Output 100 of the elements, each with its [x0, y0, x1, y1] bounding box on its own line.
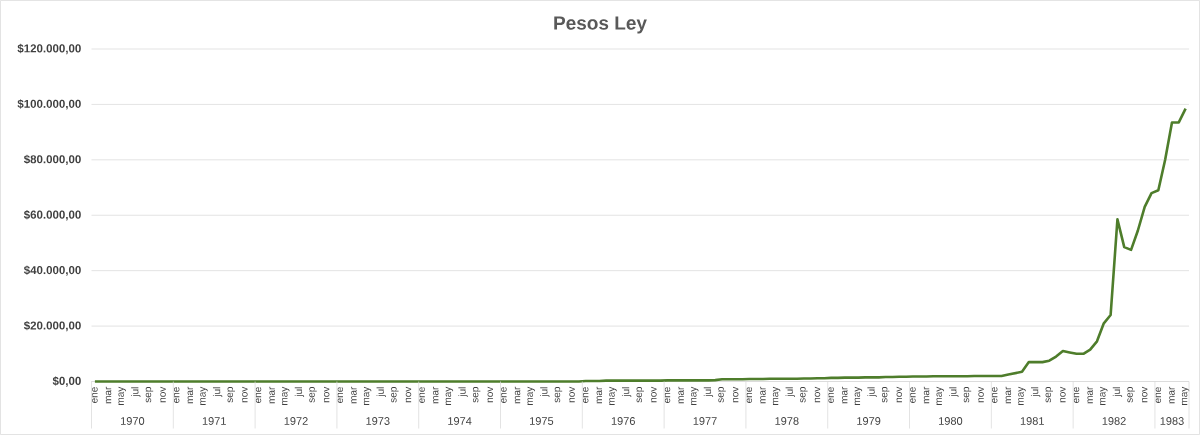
text: 1974	[448, 417, 472, 425]
text: 1973	[366, 417, 390, 425]
x-tick-label: jul	[131, 387, 141, 397]
x-tick-label: sep	[472, 387, 481, 403]
x-tick-label: jul	[294, 387, 305, 397]
y-tick-label: $80.000,00	[23, 154, 81, 165]
x-tick-label: ene	[664, 387, 671, 403]
y-tick-label: $100.000,00	[17, 99, 81, 110]
x-tick-label: may	[854, 386, 863, 405]
x-tick-label: jul	[540, 387, 550, 397]
y-tick-label: $0,00	[52, 376, 81, 387]
x-tick-label: mar	[269, 386, 275, 404]
x-tick-label: sep	[881, 387, 890, 403]
text: 1977	[693, 417, 717, 425]
x-tick-label: mar	[187, 386, 194, 404]
x-tick-label: nov	[405, 386, 412, 403]
x-tick-label: ene	[746, 387, 753, 403]
x-tick-label: mar	[1087, 386, 1093, 404]
x-tick-label: may	[609, 386, 617, 405]
x-tick-label: nov	[160, 386, 166, 403]
x-tick-label: mar	[596, 386, 603, 404]
x-tick-label: nov	[569, 386, 575, 403]
x-tick-label: may	[691, 386, 699, 405]
y-tick-label: $60.000,00	[23, 210, 81, 221]
x-tick-label: nov	[323, 386, 330, 403]
x-tick-label: jul	[621, 387, 632, 397]
chart-title: Pesos Ley	[554, 16, 647, 34]
x-tick-label: jul	[212, 387, 223, 397]
x-tick-label: ene	[828, 387, 834, 403]
x-tick-label: ene	[992, 387, 998, 403]
x-tick-label: ene	[582, 387, 589, 403]
x-tick-label: may	[282, 386, 290, 405]
y-tick-label: $120.000,00	[17, 43, 81, 55]
x-tick-label: sep	[718, 387, 726, 403]
x-tick-label: ene	[173, 387, 180, 403]
x-tick-label: nov	[896, 386, 903, 403]
x-tick-label: ene	[910, 387, 916, 403]
x-tick-label: sep	[800, 387, 808, 403]
x-tick-label: mar	[760, 386, 766, 404]
x-tick-label: jul	[1030, 387, 1041, 397]
text: 1972	[284, 417, 308, 425]
x-tick-label: sep	[145, 387, 154, 403]
x-tick-label: may	[200, 386, 208, 405]
x-tick-label: mar	[678, 386, 684, 404]
text: 1981	[1020, 417, 1044, 425]
x-tick-label: mar	[351, 386, 357, 404]
y-tick-label: $40.000,00	[23, 265, 81, 276]
x-tick-label: mar	[105, 386, 112, 404]
x-tick-label: sep	[1127, 387, 1135, 403]
x-tick-label: nov	[814, 386, 821, 403]
x-tick-label: sep	[1045, 387, 1053, 403]
text: 1971	[202, 417, 226, 425]
x-tick-label: ene	[1073, 387, 1080, 403]
x-tick-label: mar	[433, 386, 439, 404]
x-tick-label: ene	[1155, 387, 1162, 403]
x-tick-label: mar	[514, 386, 521, 404]
x-tick-label: may	[118, 386, 126, 405]
text: 1978	[775, 417, 799, 425]
x-tick-label: nov	[1060, 386, 1066, 403]
x-tick-label: sep	[309, 387, 317, 403]
x-tick-label: sep	[227, 387, 235, 403]
x-tick-label: may	[936, 386, 944, 405]
x-tick-label: jul	[867, 387, 877, 397]
x-tick-label: may	[1181, 386, 1190, 405]
x-tick-label: nov	[487, 386, 494, 403]
text: 1975	[530, 417, 554, 425]
text: 1982	[1102, 417, 1126, 425]
x-tick-label: jul	[458, 387, 468, 397]
x-tick-label: jul	[703, 387, 714, 397]
x-tick-label: mar	[1169, 386, 1175, 404]
x-tick-label: may	[1018, 386, 1026, 405]
x-tick-label: may	[527, 386, 535, 405]
x-tick-label: ene	[337, 387, 344, 403]
text: 1976	[611, 417, 635, 425]
x-tick-label: may	[363, 386, 372, 405]
x-tick-label: may	[772, 386, 781, 405]
x-tick-label: may	[1100, 386, 1108, 405]
text: 1983	[1160, 417, 1184, 425]
x-tick-label: sep	[963, 387, 972, 403]
x-tick-label: nov	[242, 386, 248, 403]
x-tick-label: jul	[1112, 387, 1123, 397]
x-tick-label: nov	[1141, 386, 1148, 403]
x-tick-label: nov	[732, 386, 739, 403]
x-tick-label: ene	[92, 387, 98, 403]
x-tick-label: ene	[255, 387, 262, 403]
x-tick-label: ene	[501, 387, 507, 403]
x-tick-label: jul	[785, 387, 795, 397]
x-tick-label: mar	[842, 386, 848, 404]
x-tick-label: sep	[554, 387, 563, 403]
x-tick-label: jul	[949, 387, 959, 397]
x-tick-label: jul	[376, 387, 386, 397]
x-tick-label: mar	[1005, 386, 1012, 404]
y-tick-label: $20.000,00	[23, 320, 81, 332]
x-tick-label: mar	[923, 386, 930, 404]
text: 1980	[939, 417, 963, 425]
x-tick-label: nov	[651, 386, 657, 403]
x-tick-label: may	[445, 386, 454, 405]
x-tick-label: ene	[419, 387, 425, 403]
x-tick-label: sep	[636, 387, 644, 403]
x-tick-label: sep	[391, 387, 399, 403]
